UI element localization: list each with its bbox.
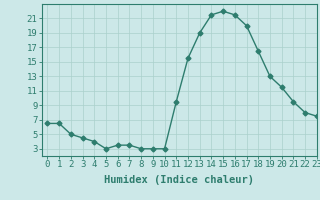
X-axis label: Humidex (Indice chaleur): Humidex (Indice chaleur) [104, 175, 254, 185]
